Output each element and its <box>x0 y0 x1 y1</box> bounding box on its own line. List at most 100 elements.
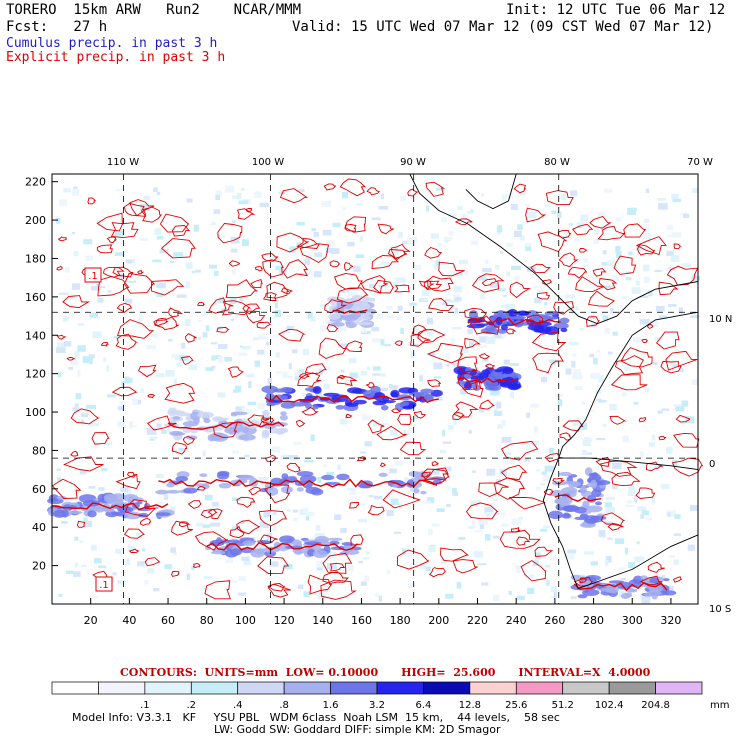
contour-loop <box>345 413 353 419</box>
precip-cell <box>63 340 72 347</box>
precip-cell <box>156 423 162 428</box>
y-tick-label: 220 <box>25 176 46 189</box>
x-tick-label: 260 <box>544 614 565 627</box>
precip-cell <box>467 328 473 335</box>
precip-cell <box>358 519 368 523</box>
precip-cell <box>639 295 649 298</box>
precip-cell <box>431 523 440 527</box>
precip-cell <box>515 566 521 574</box>
precip-cell <box>153 187 158 193</box>
precip-cell <box>374 289 380 297</box>
colorbar-swatch <box>655 681 703 695</box>
precip-cell <box>582 449 587 456</box>
precip-cell <box>665 446 673 454</box>
contour-loop <box>407 188 418 197</box>
precip-cell <box>606 262 614 267</box>
precip-cell <box>270 446 281 453</box>
precip-cell <box>508 590 513 595</box>
contour-loop <box>452 559 478 574</box>
precip-cell <box>62 316 69 322</box>
precip-cell <box>238 352 248 357</box>
contour-loop <box>658 281 679 296</box>
contour-loop <box>452 412 465 421</box>
precip-cell <box>527 266 537 272</box>
precip-cell <box>560 193 567 200</box>
x-tick-label: 280 <box>583 614 604 627</box>
precip-cell <box>57 372 62 377</box>
precip-cell <box>209 264 217 269</box>
precip-cell <box>91 544 97 551</box>
contour-loop <box>267 583 291 598</box>
precip-cell <box>583 257 589 263</box>
precip-cell <box>572 372 582 380</box>
precip-cell <box>218 356 224 363</box>
precip-cell <box>292 509 299 513</box>
precip-cell <box>360 370 368 376</box>
contour-loop <box>170 570 180 577</box>
x-tick-label: 180 <box>390 614 411 627</box>
contour-loop <box>425 181 446 197</box>
precip-cell <box>232 450 240 454</box>
precip-cell <box>636 491 641 498</box>
precip-cell <box>202 450 206 457</box>
precip-cell <box>484 533 491 541</box>
precip-cell <box>360 236 364 242</box>
rain-band-cell <box>586 495 597 503</box>
contour-loop <box>367 504 385 516</box>
precip-cell <box>673 533 682 536</box>
precip-cell <box>436 508 445 512</box>
contour-loop <box>245 310 266 324</box>
x-tick-label: 120 <box>274 614 295 627</box>
precip-cell <box>643 276 650 284</box>
contour-loop <box>123 528 146 539</box>
precip-cell <box>503 359 510 365</box>
rain-band-cell <box>230 412 238 417</box>
precip-cell <box>310 434 315 441</box>
precip-cell <box>494 408 498 413</box>
precip-cell <box>471 470 476 473</box>
precip-cell <box>152 259 162 263</box>
precip-cell <box>232 195 240 199</box>
colorbar-swatch <box>330 681 378 695</box>
contour-loop <box>216 326 230 333</box>
colorbar-swatch <box>469 681 517 695</box>
precip-cell <box>119 401 126 406</box>
rain-band-cell <box>584 515 599 524</box>
contour-loop <box>379 462 386 467</box>
precip-cell <box>628 485 635 492</box>
y-tick-label: 40 <box>32 521 46 534</box>
precip-cell <box>77 369 81 377</box>
contour-loop <box>610 374 648 391</box>
precip-cell <box>467 211 473 214</box>
contour-loop <box>666 265 699 286</box>
precip-cell <box>89 423 100 427</box>
precip-cell <box>230 249 236 252</box>
precip-cell <box>543 525 550 529</box>
contour-loop <box>511 527 521 533</box>
contour-loop <box>182 436 195 446</box>
precip-cell <box>589 353 595 358</box>
colorbar-label: .2 <box>187 700 197 711</box>
precip-cell <box>368 495 374 498</box>
rain-band-cell <box>595 501 602 506</box>
rain-band-cell <box>69 510 83 515</box>
precip-cell <box>621 296 629 299</box>
rain-band-cell <box>265 487 279 496</box>
precip-cell <box>74 489 80 494</box>
contour-loop <box>164 382 196 404</box>
contour-loop <box>323 183 337 191</box>
precip-cell <box>634 556 644 562</box>
precip-cell <box>380 339 385 346</box>
precip-cell <box>202 332 208 338</box>
precip-cell <box>269 561 279 567</box>
precip-cell <box>448 425 454 430</box>
precip-cell <box>385 305 393 310</box>
precip-cell <box>293 517 299 522</box>
precip-cell <box>203 576 212 579</box>
precip-cell <box>518 456 522 459</box>
precip-cell <box>362 557 370 560</box>
precip-cell <box>324 588 328 593</box>
band-contour <box>264 394 439 404</box>
precip-cell <box>450 270 456 277</box>
